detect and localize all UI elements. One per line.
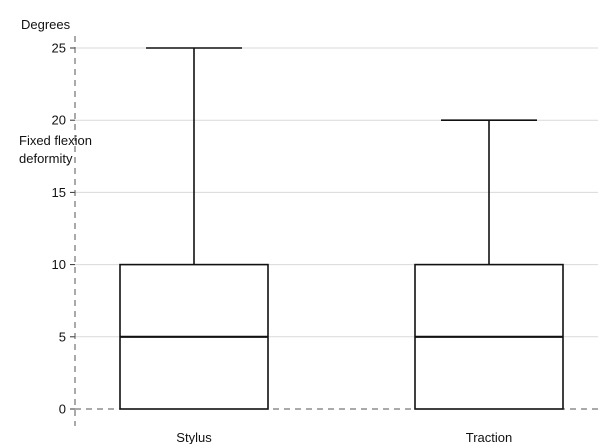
y-axis-label-line-2: deformity bbox=[19, 151, 73, 166]
x-category-label-traction: Traction bbox=[466, 430, 512, 444]
y-tick-label-5: 5 bbox=[59, 329, 66, 344]
labels: Degrees Fixed flexion deformity Stylus Tract… bbox=[19, 17, 512, 444]
y-tick-label-15: 15 bbox=[52, 185, 66, 200]
y-axis-label-line-1: Fixed flexion bbox=[19, 133, 92, 148]
y-tick-label-10: 10 bbox=[52, 257, 66, 272]
boxes bbox=[119, 47, 564, 410]
y-axis: 0 5 10 15 20 25 bbox=[52, 36, 76, 426]
y-tick-label-20: 20 bbox=[52, 113, 66, 128]
y-tick-label-0: 0 bbox=[59, 402, 66, 417]
x-category-label-stylus: Stylus bbox=[176, 430, 212, 444]
y-tick-label-25: 25 bbox=[52, 41, 66, 56]
y-axis-label-degrees: Degrees bbox=[21, 17, 71, 32]
